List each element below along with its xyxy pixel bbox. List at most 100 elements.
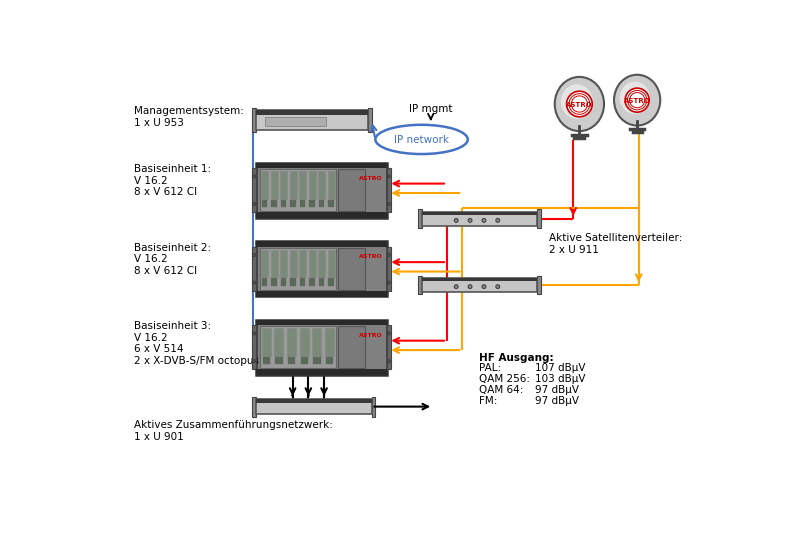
Text: Basiseinheit 1:
V 16.2
8 x V 612 CI: Basiseinheit 1: V 16.2 8 x V 612 CI (134, 164, 211, 197)
Bar (422, 278, 537, 292)
Circle shape (496, 285, 500, 288)
Bar (328, 278, 334, 286)
Circle shape (468, 285, 472, 288)
Bar (309, 171, 315, 199)
Bar (256, 320, 387, 325)
Text: Basiseinheit 3:
V 16.2
6 x V 514
2 x X-DVB-S/FM octopus: Basiseinheit 3: V 16.2 6 x V 514 2 x X-D… (134, 321, 259, 366)
Text: Basiseinheit 2:
V 16.2
8 x V 612 CI: Basiseinheit 2: V 16.2 8 x V 612 CI (134, 243, 211, 276)
Text: QAM 64:: QAM 64: (479, 385, 524, 395)
Circle shape (253, 332, 256, 335)
Bar (319, 199, 324, 207)
Circle shape (253, 253, 256, 256)
Bar (262, 199, 267, 207)
Text: IP mgmt: IP mgmt (409, 104, 453, 114)
Bar (287, 328, 296, 356)
Text: 97 dBµV: 97 dBµV (534, 385, 578, 395)
Text: PAL:: PAL: (479, 364, 502, 374)
Bar (256, 369, 387, 375)
Bar (312, 328, 322, 356)
Bar (309, 250, 315, 277)
Text: IP network: IP network (394, 135, 449, 145)
Bar (310, 199, 315, 207)
Text: Managementsystem:
1 x U 953: Managementsystem: 1 x U 953 (134, 106, 244, 128)
Circle shape (625, 88, 649, 112)
Bar (256, 241, 387, 247)
Circle shape (253, 203, 256, 206)
Bar (290, 171, 297, 199)
Bar (328, 199, 334, 207)
Bar (371, 397, 375, 417)
Circle shape (454, 219, 458, 222)
Bar (310, 278, 315, 286)
Text: ASTRO: ASTRO (359, 175, 383, 181)
Bar (256, 399, 371, 414)
Bar (422, 212, 537, 225)
Bar (537, 276, 541, 294)
Bar (281, 199, 286, 207)
Bar (252, 108, 256, 133)
Text: Aktives Zusammenführungsnetzwerk:
1 x U 901: Aktives Zusammenführungsnetzwerk: 1 x U … (134, 421, 334, 442)
Bar (290, 199, 296, 207)
Bar (328, 171, 334, 199)
Ellipse shape (620, 82, 650, 114)
Bar (281, 278, 286, 286)
Bar (318, 250, 325, 277)
Text: HF Ausgang:: HF Ausgang: (479, 353, 554, 363)
Bar (262, 357, 270, 364)
Bar (314, 357, 321, 364)
Bar (260, 248, 336, 290)
Circle shape (454, 285, 458, 288)
Bar (271, 199, 277, 207)
Bar (300, 199, 306, 207)
Bar (270, 171, 278, 199)
Bar (338, 326, 365, 368)
Bar (318, 171, 325, 199)
Bar (275, 357, 282, 364)
Bar (256, 110, 368, 130)
Circle shape (387, 175, 390, 178)
Text: 107 dBµV: 107 dBµV (534, 364, 586, 374)
Bar (301, 357, 308, 364)
Bar (319, 278, 324, 286)
Bar (256, 163, 387, 168)
Bar (299, 250, 306, 277)
Text: Aktive Satellitenverteiler:
2 x U 911: Aktive Satellitenverteiler: 2 x U 911 (549, 233, 682, 255)
Bar (280, 250, 287, 277)
Ellipse shape (614, 75, 660, 126)
Bar (274, 328, 283, 356)
Ellipse shape (375, 125, 468, 154)
Bar (326, 357, 333, 364)
Text: ASTRO: ASTRO (359, 333, 383, 337)
Bar (387, 247, 390, 291)
Circle shape (468, 219, 472, 222)
Bar (262, 328, 271, 356)
Bar (300, 278, 306, 286)
Bar (262, 250, 268, 277)
Text: ASTRO: ASTRO (624, 98, 650, 104)
Bar (270, 250, 278, 277)
Bar (328, 250, 334, 277)
Bar (338, 169, 365, 211)
Bar (262, 171, 268, 199)
Bar (252, 168, 256, 213)
Bar (422, 212, 537, 215)
Bar (262, 278, 267, 286)
Bar (256, 110, 368, 115)
Bar (252, 325, 256, 369)
Circle shape (387, 332, 390, 335)
Bar (325, 328, 334, 356)
Text: QAM 256:: QAM 256: (479, 374, 530, 384)
Bar (256, 320, 387, 375)
Circle shape (387, 281, 390, 284)
Bar (290, 250, 297, 277)
Bar (252, 397, 256, 417)
Bar (271, 278, 277, 286)
Circle shape (387, 203, 390, 206)
Bar (256, 163, 387, 218)
Circle shape (253, 281, 256, 284)
Bar (256, 291, 387, 296)
Bar (256, 241, 387, 296)
Text: 103 dBµV: 103 dBµV (534, 374, 586, 384)
Ellipse shape (561, 84, 593, 119)
Text: ASTRO: ASTRO (359, 254, 383, 259)
